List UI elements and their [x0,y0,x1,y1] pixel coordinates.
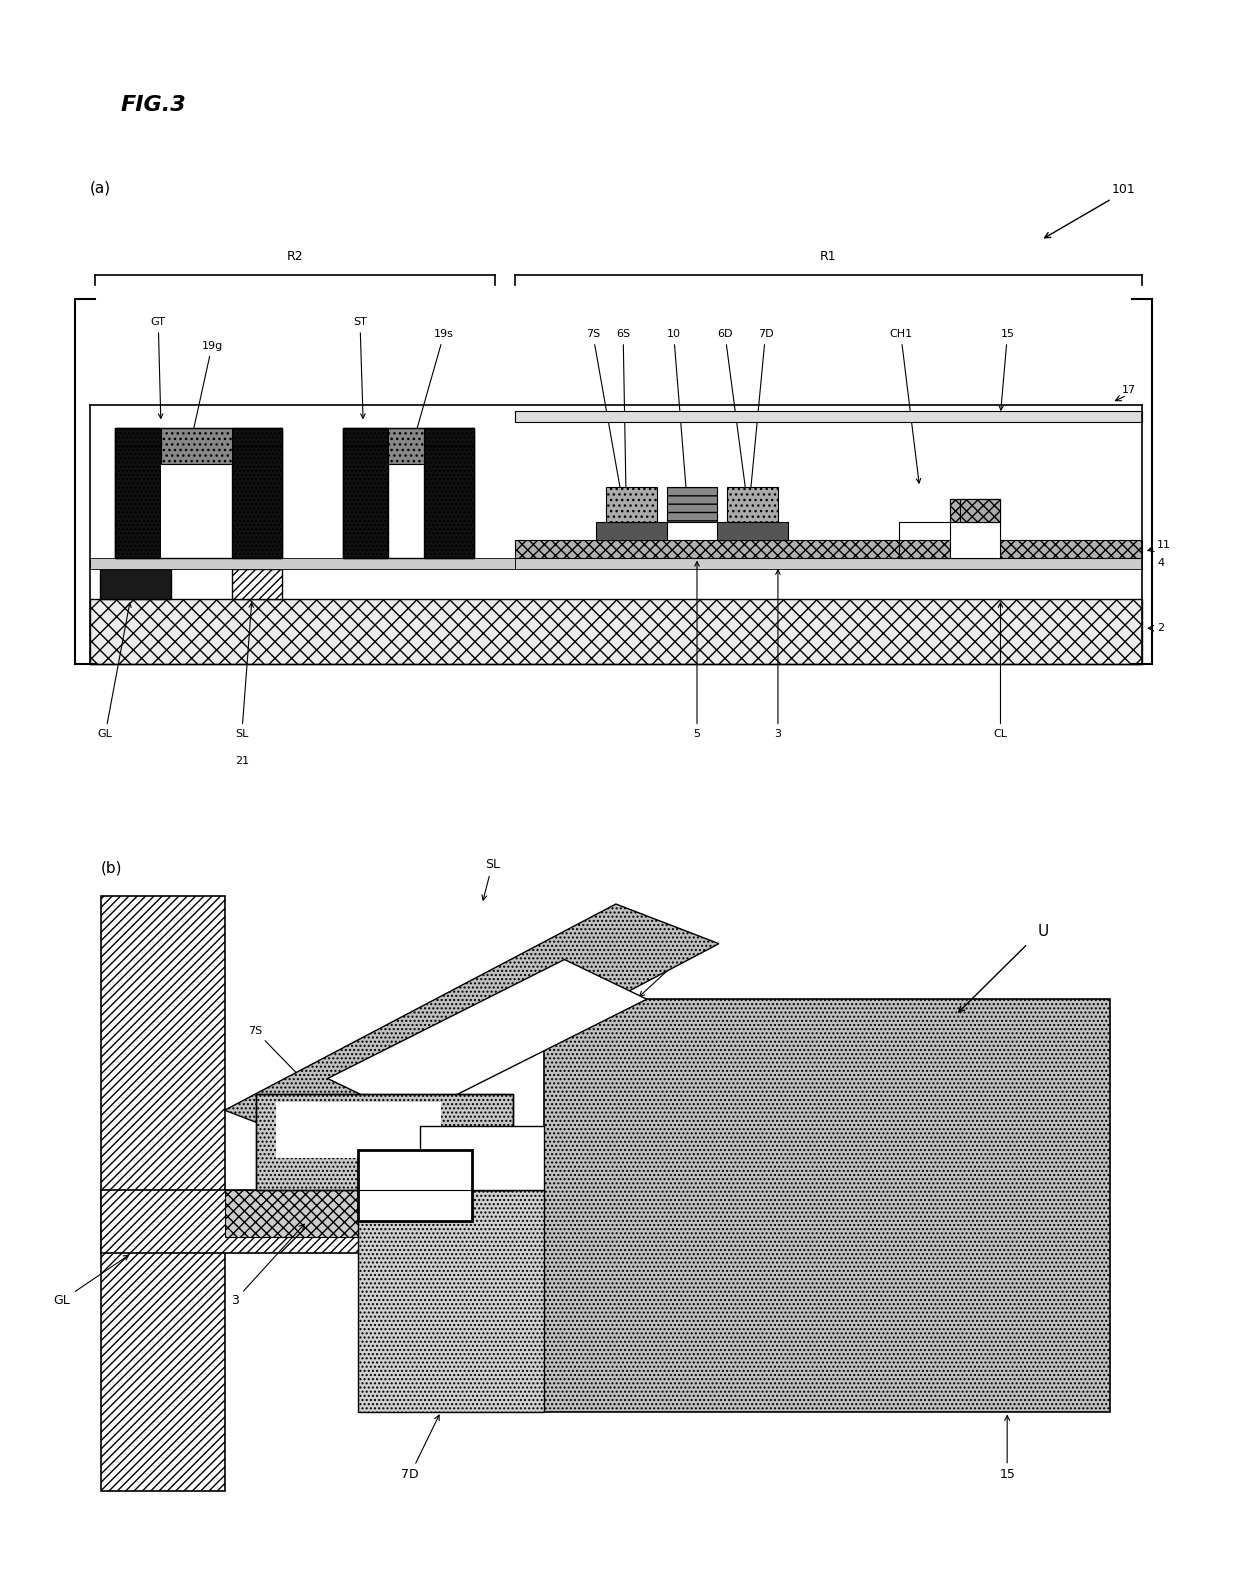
Text: 7S: 7S [585,328,627,519]
Polygon shape [224,904,719,1150]
Bar [420,1126,544,1190]
Bar [91,558,515,569]
Text: 7D: 7D [746,328,774,519]
Bar [115,428,283,558]
Text: 4: 4 [1157,558,1164,568]
Text: FIG.3: FIG.3 [120,95,186,114]
Bar [255,1094,513,1190]
Bar [544,999,1110,1412]
Text: SL: SL [236,603,253,739]
Text: ST: ST [353,317,367,419]
Bar [232,446,283,558]
Bar [161,428,232,463]
Text: 3: 3 [231,1224,304,1307]
Bar [115,446,161,558]
Text: (b): (b) [102,860,123,875]
Bar [100,569,171,600]
Polygon shape [327,960,647,1118]
Bar [224,1190,842,1237]
Text: 5: 5 [693,561,701,739]
Bar [424,428,475,446]
Bar [596,522,667,539]
Text: 10: 10 [409,1090,428,1147]
Text: 19s: 19s [414,328,454,436]
Text: 17: 17 [1122,385,1136,395]
Bar [515,546,1142,558]
Bar [91,600,1142,663]
Text: 101: 101 [1112,182,1136,197]
Bar [950,500,1001,558]
Bar [728,487,777,522]
Bar [960,500,1001,522]
Text: 6S: 6S [616,328,630,501]
Bar [424,446,475,558]
Text: 10: 10 [667,328,688,495]
Text: 6D: 6D [717,328,749,501]
Bar [717,522,789,539]
Text: 2: 2 [1157,623,1164,633]
Text: SL: SL [482,858,500,901]
Bar [606,487,656,522]
Text: R1: R1 [820,251,837,263]
Bar [343,428,475,558]
Text: U: U [1038,923,1049,939]
Bar [388,428,424,463]
Text: GL: GL [98,603,131,739]
Bar [115,428,161,446]
Text: 3: 3 [775,569,781,739]
Text: 15: 15 [999,328,1014,411]
Text: R2: R2 [286,251,304,263]
Text: 7D: 7D [402,1415,439,1481]
Text: CH1: CH1 [889,328,921,484]
Bar [358,1150,471,1221]
Bar [343,428,388,446]
Text: 19g: 19g [191,341,223,436]
Bar [232,428,283,446]
Text: GL: GL [53,1255,129,1307]
Bar [255,1094,513,1190]
Bar [667,487,717,522]
Bar [515,539,1142,558]
Bar [515,411,1142,422]
Bar [899,539,950,558]
Text: 7S: 7S [248,1026,315,1091]
Bar [899,522,1001,558]
Text: GT: GT [151,317,166,419]
Bar [102,1190,616,1253]
Bar [343,446,388,558]
Bar [161,446,191,558]
Text: 21: 21 [234,755,249,766]
Bar [515,558,1142,569]
Bar [232,569,283,600]
Text: 5: 5 [640,945,692,996]
Bar [102,896,224,1491]
Text: 15: 15 [999,1416,1016,1481]
Text: 11: 11 [1157,541,1172,550]
Text: (a): (a) [91,181,112,197]
Bar [358,1190,544,1412]
Bar [277,1102,441,1158]
Bar [950,500,1001,522]
Text: CL: CL [993,603,1007,739]
